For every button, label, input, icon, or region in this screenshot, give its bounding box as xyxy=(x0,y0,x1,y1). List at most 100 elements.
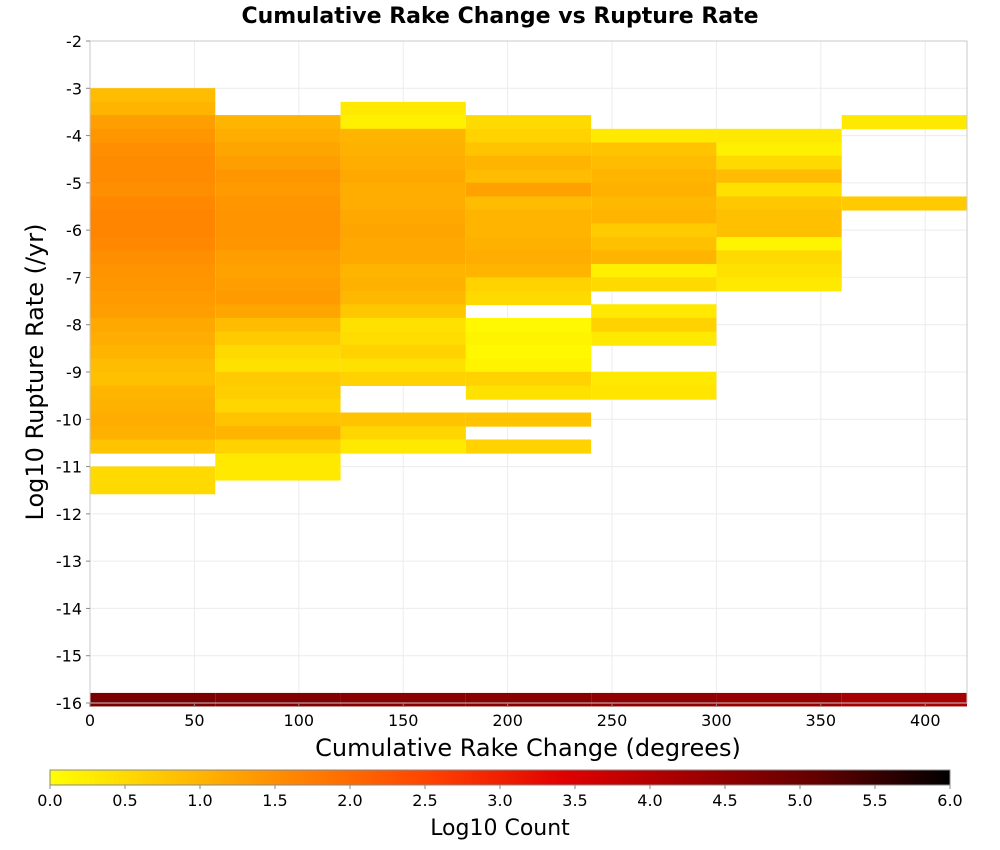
heatmap-cell xyxy=(340,264,466,279)
heatmap-cell xyxy=(591,196,717,211)
y-tick-label: -14 xyxy=(56,599,82,618)
heatmap-cell xyxy=(591,371,717,386)
heatmap-cell xyxy=(591,304,717,319)
heatmap-cell xyxy=(215,371,341,386)
heatmap-cell xyxy=(90,692,216,707)
y-tick-label: -10 xyxy=(56,410,82,429)
y-tick-label: -8 xyxy=(66,316,82,335)
heatmap-cell xyxy=(591,317,717,333)
heatmap-cell xyxy=(215,385,341,400)
heatmap-cell xyxy=(215,128,341,143)
heatmap-cell xyxy=(465,412,592,427)
heatmap-cell xyxy=(591,128,717,143)
colorbar-gradient xyxy=(49,769,951,786)
heatmap-cell xyxy=(340,237,466,252)
heatmap-cell xyxy=(465,209,592,224)
heatmap-cell xyxy=(215,169,341,184)
x-tick-label: 50 xyxy=(184,711,204,730)
heatmap-cell xyxy=(215,453,341,468)
colorbar-tick-label: 3.5 xyxy=(562,791,587,810)
heatmap-cell xyxy=(340,223,466,238)
heatmap-cell xyxy=(90,358,216,373)
heatmap-cell xyxy=(215,344,341,360)
heatmap-cell xyxy=(90,439,216,454)
heatmap-cell xyxy=(591,277,717,292)
heatmap-cell xyxy=(465,115,592,130)
heatmap-cell xyxy=(591,250,717,265)
heatmap-cell xyxy=(465,142,592,157)
heatmap-cell xyxy=(215,358,341,373)
heatmap-cell xyxy=(465,237,592,252)
heatmap-cell xyxy=(90,331,216,346)
colorbar-tick-label: 0.0 xyxy=(37,791,62,810)
heatmap-cell xyxy=(465,371,592,386)
heatmap-cell xyxy=(716,692,842,707)
heatmap-cell xyxy=(340,196,466,211)
heatmap-cell xyxy=(340,304,466,319)
heatmap-cell xyxy=(215,692,341,707)
heatmap-cell xyxy=(465,439,592,454)
heatmap-cell xyxy=(90,182,216,197)
heatmap-cells xyxy=(90,88,967,707)
x-tick-label: 0 xyxy=(85,711,95,730)
heatmap-cell xyxy=(340,344,466,360)
heatmap-cell xyxy=(90,371,216,386)
heatmap-cell xyxy=(340,182,466,197)
x-tick-label: 350 xyxy=(806,711,837,730)
heatmap-cell xyxy=(215,209,341,224)
colorbar-tick-label: 2.0 xyxy=(337,791,362,810)
heatmap-cell xyxy=(215,182,341,197)
heatmap-cell xyxy=(90,169,216,184)
heatmap-cell xyxy=(716,277,842,292)
heatmap-cell xyxy=(215,398,341,413)
y-axis-label: Log10 Rupture Rate (/yr) xyxy=(21,224,49,521)
heatmap-cell xyxy=(90,466,216,481)
heatmap-cell xyxy=(90,480,216,495)
heatmap-cell xyxy=(716,209,842,224)
heatmap-cell xyxy=(465,264,592,279)
colorbar-tick-label: 1.0 xyxy=(187,791,212,810)
heatmap-cell xyxy=(90,426,216,441)
heatmap-cell xyxy=(215,223,341,238)
heatmap-cell xyxy=(716,128,842,143)
x-axis-label: Cumulative Rake Change (degrees) xyxy=(315,734,741,762)
heatmap-cell xyxy=(716,237,842,252)
x-tick-label: 400 xyxy=(910,711,941,730)
heatmap-cell xyxy=(340,155,466,170)
heatmap-cell xyxy=(215,115,341,130)
heatmap-cell xyxy=(90,115,216,130)
x-tick-label: 150 xyxy=(388,711,419,730)
heatmap-cell xyxy=(716,264,842,279)
x-tick-label: 200 xyxy=(492,711,523,730)
heatmap-cell xyxy=(90,264,216,279)
heatmap-cell xyxy=(90,223,216,238)
heatmap-cell xyxy=(465,277,592,292)
heatmap-cell xyxy=(716,182,842,197)
heatmap-cell xyxy=(215,155,341,170)
heatmap-cell xyxy=(90,412,216,427)
colorbar-tick-label: 3.0 xyxy=(487,791,512,810)
heatmap-cell xyxy=(591,264,717,279)
heatmap-cell xyxy=(716,169,842,184)
heatmap-cell xyxy=(340,317,466,333)
heatmap-cell xyxy=(716,142,842,157)
heatmap-cell xyxy=(340,290,466,306)
heatmap-cell xyxy=(215,237,341,252)
heatmap-cell xyxy=(215,250,341,265)
heatmap-cell xyxy=(90,290,216,306)
heatmap-cell xyxy=(340,426,466,441)
y-tick-label: -15 xyxy=(56,647,82,666)
y-tick-label: -11 xyxy=(56,458,82,477)
heatmap-cell xyxy=(591,142,717,157)
x-axis-ticks: 0 50 100 150 200 250 300 350 400 xyxy=(85,703,941,730)
heatmap-cell xyxy=(465,358,592,373)
heatmap-cell xyxy=(215,277,341,292)
heatmap-cell xyxy=(90,155,216,170)
heatmap-cell xyxy=(215,426,341,441)
colorbar-tick-label: 6.0 xyxy=(937,791,962,810)
heatmap-cell xyxy=(215,304,341,319)
colorbar-tick-label: 4.0 xyxy=(637,791,662,810)
heatmap-cell xyxy=(215,412,341,427)
heatmap-cell xyxy=(90,317,216,333)
